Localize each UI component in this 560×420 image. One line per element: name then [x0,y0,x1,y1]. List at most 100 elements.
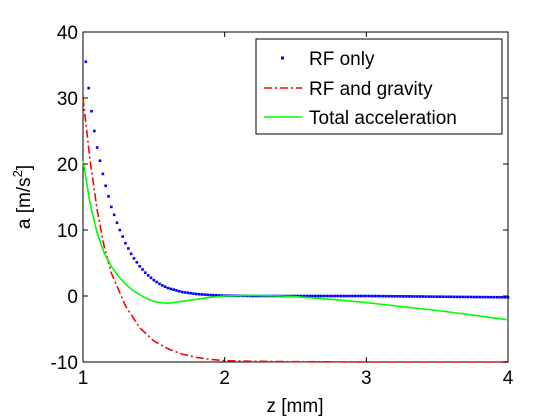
data-point [297,294,300,298]
data-point [376,294,379,298]
data-point [115,221,119,225]
data-point [396,294,399,298]
data-point [455,295,459,299]
data-point [203,293,207,296]
data-point [370,294,374,298]
data-point [441,295,445,299]
series-line-total-acceleration [82,160,509,321]
y-tick-label: 20 [57,155,78,176]
data-point [141,268,144,271]
data-point [413,295,416,298]
data-point [362,294,365,298]
data-point [149,276,153,280]
data-point [339,294,343,298]
data-point [214,293,218,297]
data-point [107,195,110,198]
data-point [345,294,348,298]
data-point [452,295,456,299]
data-point [135,261,139,264]
data-point [484,295,487,299]
data-point [212,293,215,297]
data-point [331,294,334,298]
data-point [299,294,303,298]
data-point [132,257,136,260]
data-point [121,235,124,238]
data-point [461,295,464,299]
legend-label-rf-only: RF only [309,49,375,70]
data-point [144,271,147,274]
data-point [104,184,107,188]
data-point [390,294,394,298]
data-point [302,294,306,298]
data-point [387,294,391,298]
data-point [359,294,362,298]
data-point [350,294,354,298]
data-point [186,291,190,295]
data-point [424,295,428,298]
data-point [458,295,462,299]
data-point [169,287,173,291]
data-point [418,295,422,298]
data-point [472,295,476,299]
y-tick-label: 0 [67,287,78,308]
data-point [328,294,331,298]
data-point [129,252,133,256]
data-point [356,294,360,298]
data-point [217,294,221,297]
data-point [481,295,484,299]
data-point [444,295,447,299]
data-point [319,294,323,298]
legend-label-rf-and-gravity: RF and gravity [309,79,433,100]
data-point [495,295,498,299]
data-point [450,295,453,299]
data-point [365,294,368,298]
data-point [478,295,481,299]
data-point [180,290,184,294]
y-tick-label: 30 [57,89,78,110]
legend-items: RF only RF and gravity Total acceleration [264,49,457,129]
data-point [407,295,411,298]
data-point [172,288,175,291]
data-point [127,247,130,250]
data-point [333,294,337,298]
data-point [200,293,204,296]
data-point [367,294,371,298]
data-point [416,295,419,298]
data-point [183,291,187,294]
data-point [433,295,436,298]
chart-marks [82,60,510,363]
data-point [163,285,167,289]
data-point [138,265,141,268]
y-axis-label-superscript: 2 [10,170,25,177]
data-point [166,286,170,290]
data-point [158,282,161,286]
y-axis-label: a [m/s2] [10,165,35,229]
data-point [373,294,377,298]
x-tick-label: 2 [219,368,230,389]
data-point [161,284,164,287]
data-point [311,294,314,298]
data-point [146,274,150,277]
data-point [316,294,320,298]
data-point [308,294,311,298]
data-point [492,295,496,299]
data-point [101,172,105,176]
data-point [305,294,309,298]
data-point [469,295,473,299]
data-point [489,295,493,299]
data-point [438,295,442,298]
data-point [325,294,328,298]
x-tick-label: 4 [503,368,514,389]
data-point [475,295,479,299]
data-point [435,295,439,298]
data-point [401,295,405,298]
data-point [152,278,156,282]
data-point [503,295,507,299]
data-point [404,295,408,298]
data-point [379,294,382,298]
data-point [498,295,501,299]
data-point [87,86,90,90]
data-point [206,293,209,297]
legend-label-total-acceleration: Total acceleration [309,108,457,129]
